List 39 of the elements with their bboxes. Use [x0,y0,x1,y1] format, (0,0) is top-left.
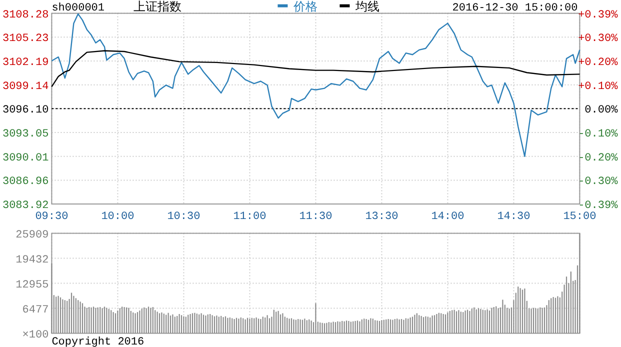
x-tick-label: 09:30 [35,211,68,223]
y2-tick-label: +0.10% [578,80,618,93]
y-tick-label: 6477 [22,304,49,316]
x-tick-label: 14:30 [497,211,530,223]
y2-tick-label: -0.30% [578,176,618,188]
line-series [51,50,580,88]
y-tick-label: 25909 [16,229,49,242]
x-tick-label: 10:30 [167,211,200,223]
chart-title: sh000001 [52,2,105,14]
y2-tick-label: -0.10% [578,128,618,140]
y-tick-label: 3102.19 [2,56,49,69]
y-tick-label: 3090.01 [2,152,50,164]
y-tick-label: 3086.96 [2,176,49,188]
y2-tick-label: +0.39% [578,9,618,22]
legend-label: 价格 [292,0,318,14]
y2-tick-label: +0.30% [578,33,618,46]
y-tick-label: 12955 [16,279,49,292]
text: Copyright 2016 [52,336,144,347]
x-tick-label: 11:30 [299,211,332,223]
x-tick-label: 10:00 [101,211,134,223]
y2-tick-label: -0.20% [578,152,618,164]
y-axis-title: ×100 [22,329,49,342]
x-tick-label: 13:30 [365,211,398,223]
y-tick-label: 3099.14 [2,80,50,93]
y-tick-label: 19432 [16,254,49,266]
y-tick-label: 3105.23 [2,33,49,46]
y-tick-label: 3108.28 [2,9,49,22]
legend-label: 均线 [354,0,380,14]
y-tick-label: 3096.10 [2,104,49,117]
annotation: 2016-12-30 15:00:00 [452,2,578,14]
y2-tick-label: -0.39% [578,200,618,212]
y2-tick-label: 0.00% [584,104,618,117]
x-tick-label: 15:00 [563,211,596,223]
chart-subtitle: 上证指数 [134,0,182,14]
x-tick-label: 14:00 [431,211,464,223]
y-tick-label: 3093.05 [2,128,49,141]
y-tick-label: 3083.92 [2,200,49,212]
y2-tick-label: +0.20% [578,56,618,69]
x-tick-label: 11:00 [233,211,266,223]
